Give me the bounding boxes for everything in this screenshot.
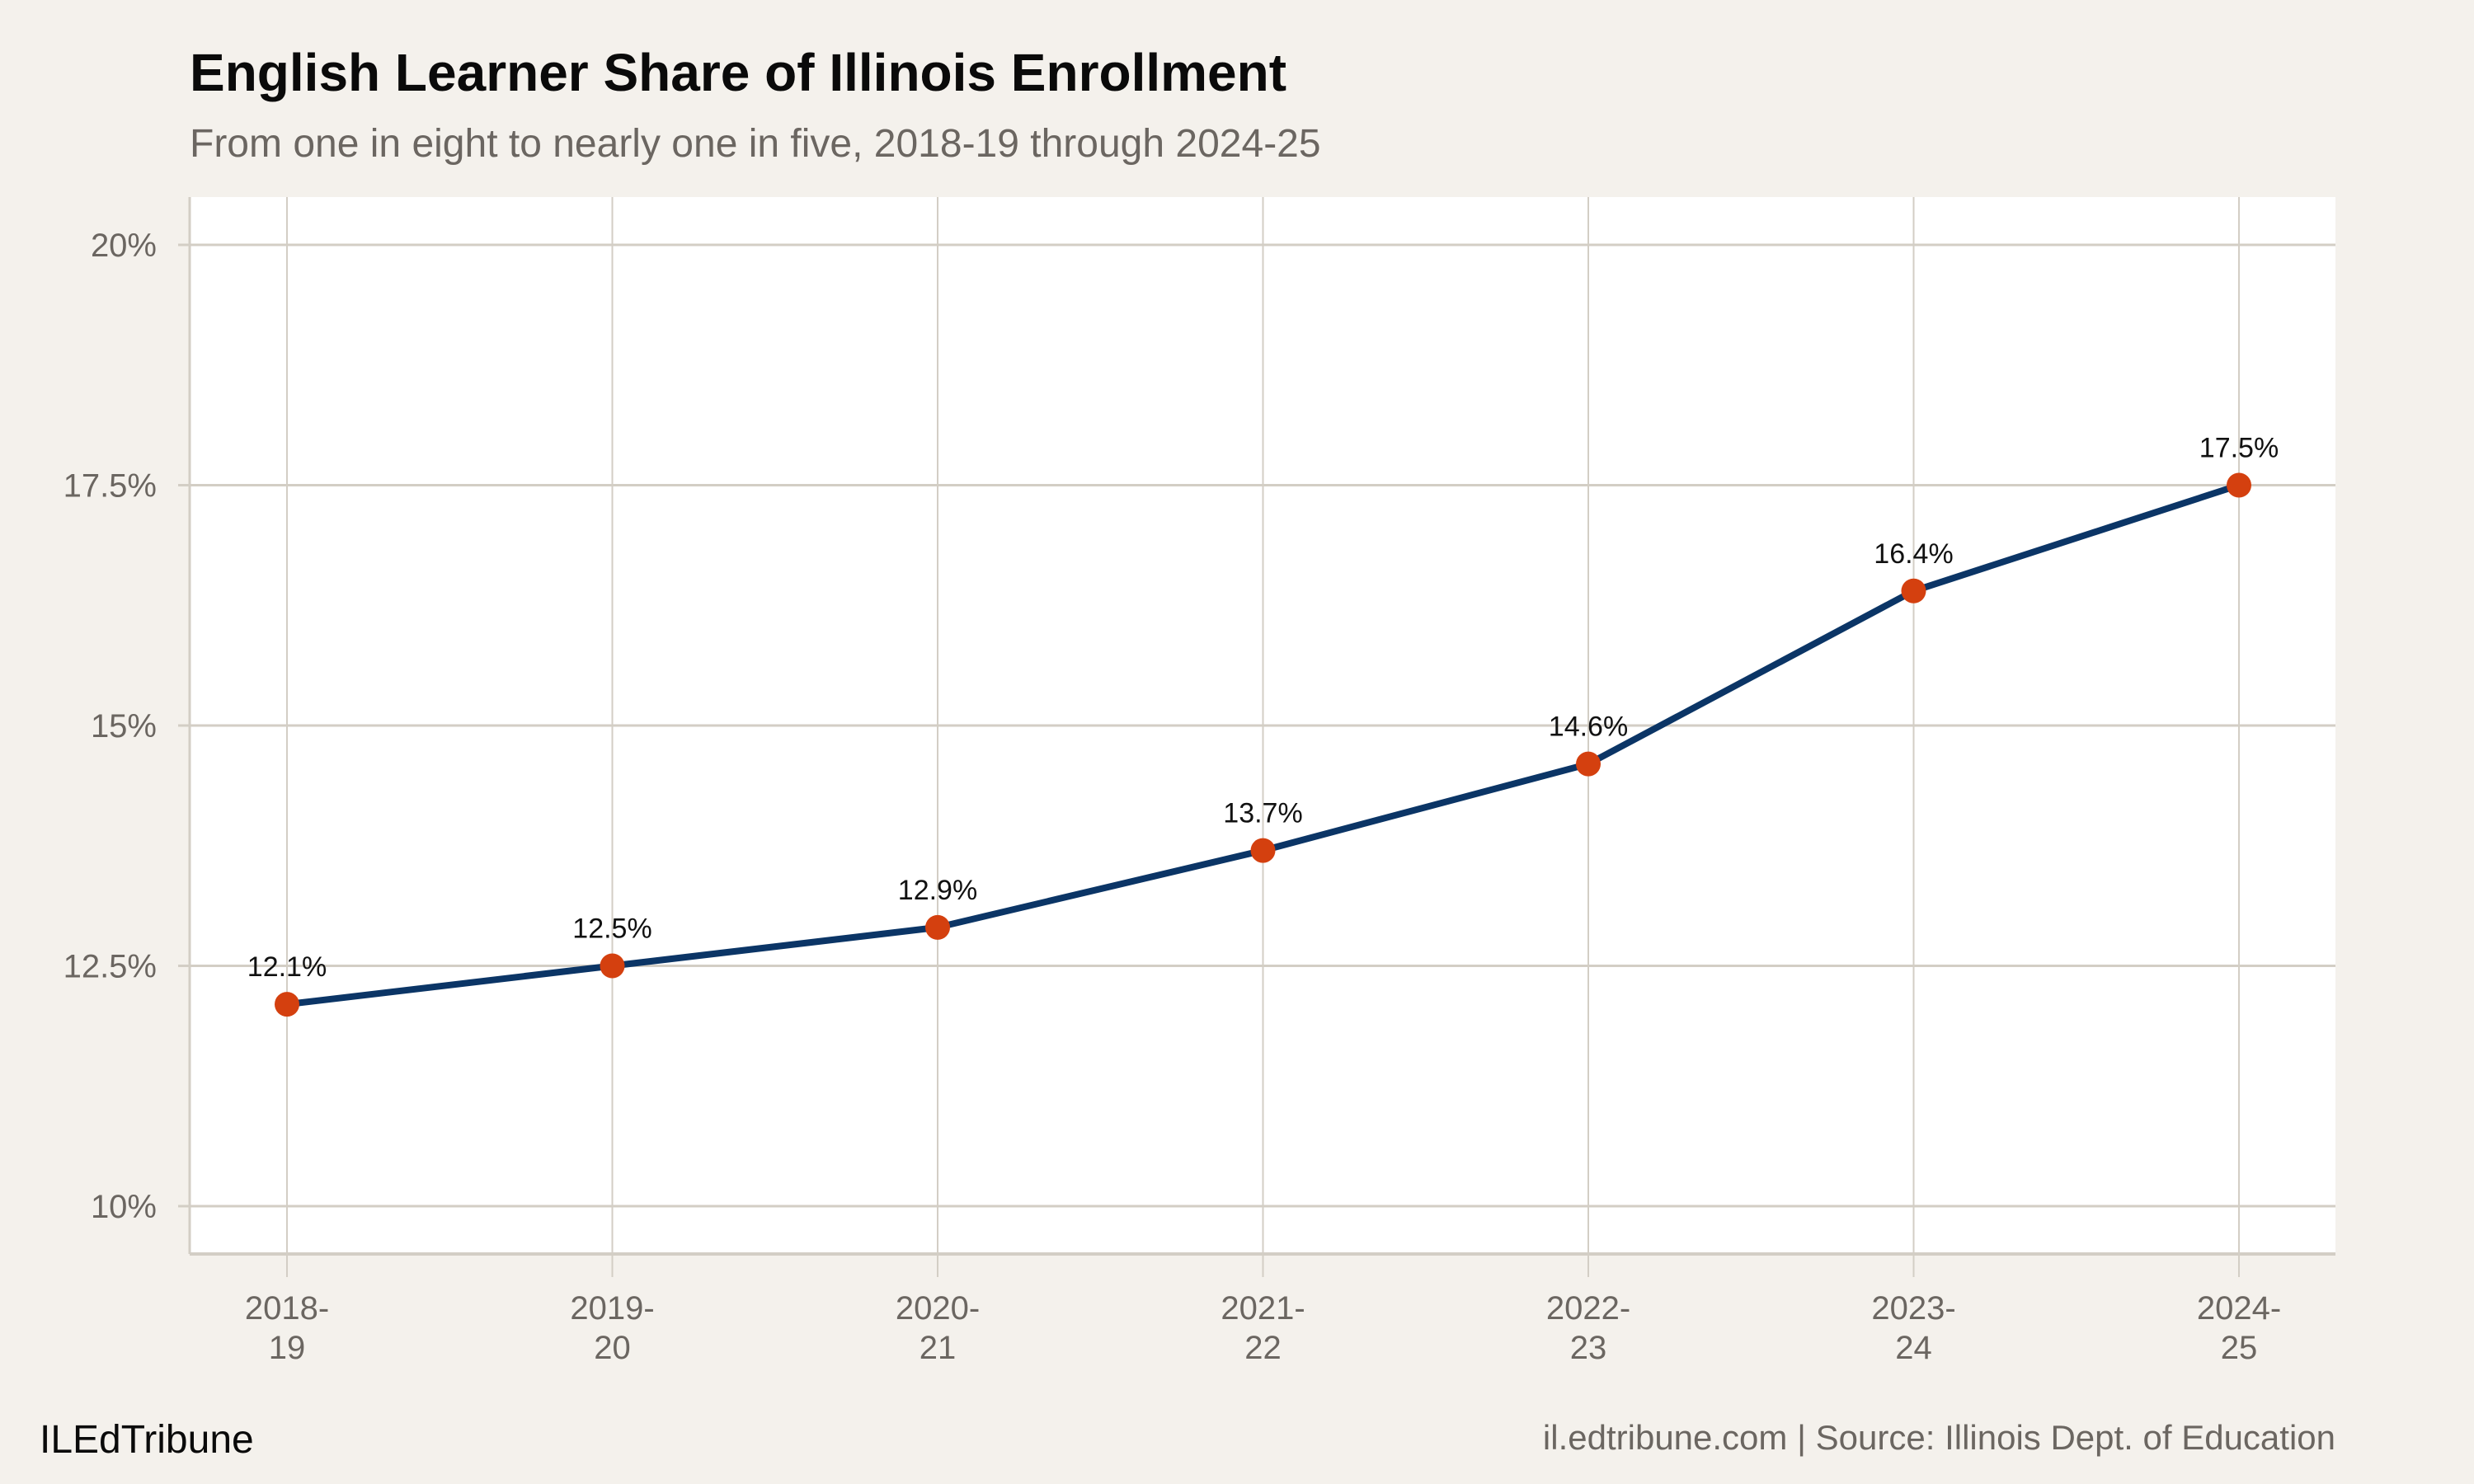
data-label: 12.5% [572,913,651,945]
gridlines [178,197,2335,1277]
data-point [1576,751,1601,777]
x-tick-label: 2022- [1546,1290,1630,1327]
data-label: 12.1% [247,951,327,983]
x-tick-label: 2019- [570,1290,654,1327]
data-point [275,992,299,1017]
x-tick-label: 2023- [1871,1290,1955,1327]
x-tick-label: 24 [1895,1330,1932,1366]
data-label: 14.6% [1549,711,1628,743]
x-tick-label: 23 [1570,1330,1607,1366]
data-point [1250,838,1276,863]
x-tick-label: 2020- [896,1290,980,1327]
data-point [2227,472,2251,498]
x-tick-label: 2021- [1221,1290,1305,1327]
x-tick-label: 19 [269,1330,306,1366]
x-tick-label: 22 [1244,1330,1282,1366]
brand-logo-text: ILEdTribune [40,1418,254,1462]
x-tick-label: 2024- [2197,1290,2281,1327]
chart-title: English Learner Share of Illinois Enroll… [190,43,1286,102]
data-label: 12.9% [898,875,977,906]
y-tick-label: 10% [91,1189,157,1225]
data-point [600,953,625,979]
axes: 10% 12.5% 15% 17.5% 20% 2018-19 2019-20 2020-21… [63,197,2335,1366]
y-tick-label: 15% [91,708,157,744]
data-label: 13.7% [1223,798,1302,829]
y-tick-label: 20% [91,228,157,264]
data-point [925,914,950,940]
y-tick-label: 12.5% [63,949,157,985]
source-note: il.edtribune.com | Source: Illinois Dept… [1543,1418,2335,1457]
data-label: 16.4% [1874,538,1953,570]
series: 12.1% 12.5% 12.9% 13.7% 14.6% 16.4% 17.5% [247,433,2279,1017]
data-label: 17.5% [2199,433,2279,464]
x-tick-label: 2018- [245,1290,329,1327]
y-tick-label: 17.5% [63,468,157,505]
x-tick-label: 25 [2221,1330,2258,1366]
data-point [1901,578,1926,603]
x-tick-label: 20 [594,1330,631,1366]
x-tick-label: 21 [920,1330,957,1366]
chart-subtitle: From one in eight to nearly one in five,… [190,122,1321,166]
